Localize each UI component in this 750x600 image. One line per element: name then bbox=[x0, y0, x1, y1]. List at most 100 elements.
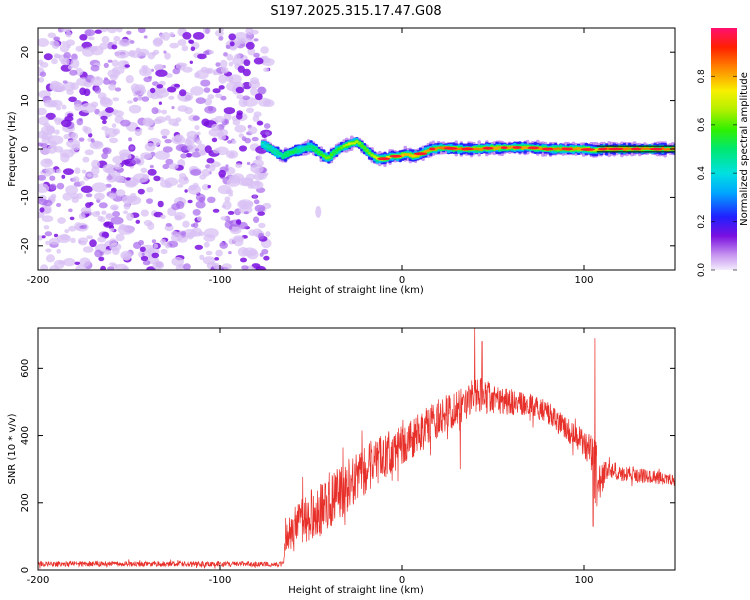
y-tick-label: 10 bbox=[20, 94, 31, 107]
noise-speckle bbox=[210, 161, 221, 168]
ridge-cell bbox=[332, 151, 336, 154]
noise-speckle bbox=[179, 89, 187, 97]
noise-speckle bbox=[164, 52, 171, 60]
noise-speckle bbox=[85, 193, 93, 198]
noise-speckle bbox=[225, 189, 234, 194]
ridge-cell bbox=[663, 148, 667, 151]
ridge-cell bbox=[306, 145, 311, 149]
noise-speckle bbox=[237, 38, 247, 44]
noise-speckle bbox=[55, 168, 62, 174]
noise-speckle bbox=[237, 65, 245, 73]
noise-speckle bbox=[228, 151, 235, 158]
noise-speckle bbox=[171, 106, 175, 110]
noise-speckle bbox=[213, 148, 221, 154]
noise-speckle bbox=[113, 110, 124, 117]
noise-speckle bbox=[196, 216, 203, 222]
noise-speckle bbox=[215, 62, 221, 67]
noise-speckle bbox=[263, 99, 275, 107]
noise-speckle bbox=[123, 202, 131, 210]
noise-speckle bbox=[253, 52, 260, 58]
noise-speckle bbox=[144, 142, 156, 152]
noise-speckle bbox=[263, 123, 271, 129]
noise-speckle bbox=[53, 259, 65, 270]
noise-speckle bbox=[191, 151, 202, 158]
noise-speckle bbox=[70, 132, 79, 140]
noise-speckle bbox=[221, 204, 227, 209]
noise-speckle bbox=[250, 87, 258, 96]
noise-speckle bbox=[102, 147, 112, 155]
noise-speckle bbox=[59, 44, 70, 53]
noise-speckle bbox=[180, 231, 186, 236]
noise-speckle bbox=[103, 221, 114, 228]
noise-speckle bbox=[65, 31, 72, 38]
noise-speckle bbox=[118, 38, 131, 47]
noise-speckle bbox=[54, 129, 60, 135]
noise-speckle bbox=[90, 45, 104, 56]
ridge-cell bbox=[360, 144, 364, 148]
noise-speckle bbox=[174, 83, 180, 88]
noise-speckle bbox=[94, 86, 102, 94]
ridge-cell bbox=[625, 147, 629, 151]
noise-speckle bbox=[159, 33, 165, 40]
noise-speckle bbox=[155, 89, 169, 98]
noise-speckle bbox=[97, 92, 107, 100]
noise-speckle bbox=[194, 125, 200, 131]
noise-speckle bbox=[177, 184, 184, 188]
noise-speckle bbox=[85, 202, 92, 208]
noise-speckle bbox=[265, 231, 271, 237]
noise-speckle bbox=[142, 260, 151, 266]
noise-speckle bbox=[219, 59, 228, 68]
noise-speckle bbox=[234, 124, 247, 133]
ridge-cell bbox=[423, 150, 428, 153]
noise-speckle bbox=[204, 98, 213, 106]
noise-speckle bbox=[54, 117, 62, 125]
x-tick-label: 100 bbox=[574, 275, 593, 286]
noise-speckle bbox=[86, 173, 92, 178]
noise-speckle bbox=[203, 50, 210, 55]
noise-speckle bbox=[100, 115, 108, 121]
noise-speckle bbox=[123, 210, 128, 215]
noise-speckle bbox=[62, 192, 72, 201]
noise-speckle bbox=[211, 124, 220, 132]
noise-speckle bbox=[196, 131, 201, 136]
noise-speckle bbox=[225, 164, 229, 168]
noise-speckle bbox=[121, 159, 130, 165]
noise-speckle bbox=[49, 175, 56, 181]
noise-speckle bbox=[49, 82, 65, 92]
spectrogram-ylabel: Frequency (Hz) bbox=[7, 111, 18, 187]
noise-speckle bbox=[245, 41, 255, 50]
noise-speckle bbox=[124, 64, 130, 68]
noise-speckle bbox=[47, 32, 56, 39]
noise-speckle bbox=[80, 185, 93, 193]
noise-speckle bbox=[56, 248, 61, 254]
noise-speckle bbox=[226, 54, 234, 61]
noise-speckle bbox=[76, 193, 83, 200]
ridge-cell bbox=[339, 146, 344, 149]
ridge-cell bbox=[316, 151, 321, 154]
noise-speckle bbox=[45, 248, 52, 253]
noise-speckle bbox=[98, 111, 105, 117]
noise-speckle bbox=[81, 169, 87, 174]
ridge-hotspot bbox=[512, 146, 522, 149]
noise-speckle bbox=[79, 257, 91, 267]
ridge-hotspot bbox=[580, 148, 595, 151]
ridge-hotspot bbox=[428, 147, 436, 151]
noise-speckle bbox=[43, 199, 53, 207]
noise-speckle bbox=[232, 119, 241, 126]
x-tick-label: -100 bbox=[209, 275, 232, 286]
noise-speckle bbox=[165, 158, 174, 166]
noise-speckle bbox=[235, 219, 242, 225]
noise-speckle bbox=[116, 28, 123, 33]
noise-speckle bbox=[137, 188, 145, 195]
noise-speckle bbox=[43, 53, 53, 61]
noise-speckle bbox=[56, 234, 72, 244]
noise-speckle bbox=[67, 113, 74, 118]
colorbar-label: Normalized spectral amplitude bbox=[739, 72, 750, 226]
noise-speckle bbox=[257, 86, 266, 95]
noise-speckle bbox=[97, 215, 104, 222]
noise-speckle bbox=[63, 134, 71, 140]
noise-speckle bbox=[218, 74, 227, 84]
noise-speckle bbox=[114, 49, 130, 59]
noise-speckle bbox=[164, 177, 179, 187]
noise-speckle bbox=[38, 235, 43, 241]
